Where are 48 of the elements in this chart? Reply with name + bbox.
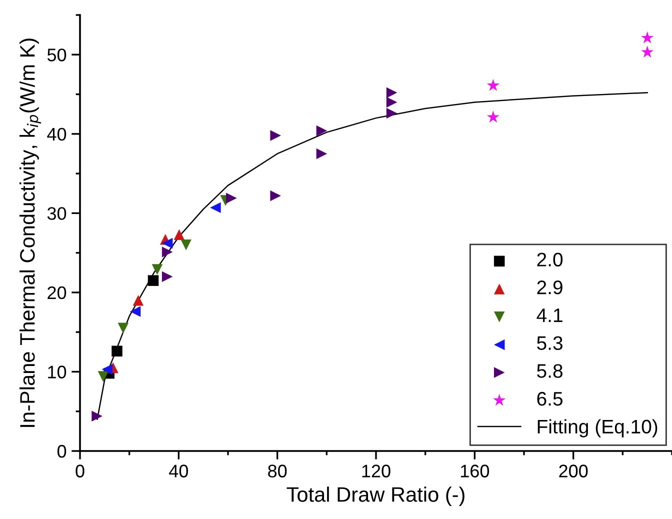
y-tick-label: 20 <box>48 286 66 300</box>
point <box>148 275 159 286</box>
x-tick-label: 0 <box>76 464 84 478</box>
y-tick-label: 30 <box>47 207 66 220</box>
point <box>102 364 113 375</box>
y-tick-label: 10 <box>48 366 66 378</box>
point <box>118 322 129 334</box>
y-tick-label: 50 <box>47 48 66 62</box>
point <box>92 410 102 422</box>
legend-label: Fitting (Eq.10) <box>538 419 658 438</box>
point <box>486 110 500 123</box>
point <box>316 125 328 136</box>
point <box>386 96 398 108</box>
point <box>226 192 237 204</box>
legend-label: 5.3 <box>537 336 562 350</box>
point <box>641 46 654 58</box>
x-tick-label: 80 <box>268 464 287 478</box>
point <box>641 31 654 44</box>
x-tick-label: 160 <box>460 464 490 478</box>
point <box>174 229 185 240</box>
point <box>316 148 328 160</box>
x-tick-label: 120 <box>362 464 390 478</box>
legend-label: 2.9 <box>537 280 562 294</box>
x-tick-label: 40 <box>169 464 188 478</box>
point <box>486 78 500 91</box>
point <box>130 306 141 317</box>
legend-label: 2.0 <box>537 252 563 266</box>
y-tick-label: 0 <box>57 444 66 458</box>
point <box>386 87 398 98</box>
legend-label: 4.1 <box>536 308 562 322</box>
point <box>152 264 163 275</box>
point <box>210 202 221 214</box>
point <box>270 130 281 141</box>
point <box>162 271 173 282</box>
x-tick-label: 200 <box>559 464 588 478</box>
point <box>162 246 173 258</box>
y-tick-label: 40 <box>47 128 66 141</box>
point <box>162 238 173 249</box>
point <box>112 346 122 356</box>
point <box>386 108 398 119</box>
point <box>98 371 109 382</box>
y-axis-title: In-Plane Thermal Conductivity, k$_{ip}$(W/m K) <box>20 38 42 427</box>
legend-label: 6.5 <box>537 392 562 406</box>
legend-label: 5.8 <box>537 364 562 378</box>
point <box>180 240 192 250</box>
x-axis-title: Total Draw Ratio (-) <box>286 486 464 506</box>
point <box>132 295 144 306</box>
point <box>270 190 281 202</box>
